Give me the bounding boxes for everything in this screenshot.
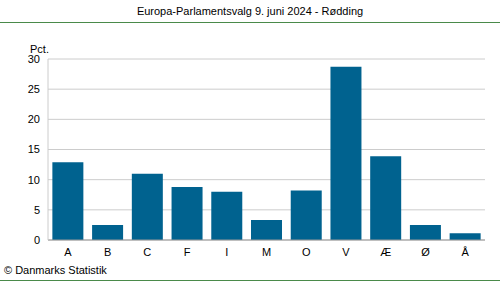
svg-text:25: 25 — [28, 83, 40, 95]
html-text:© Danmarks Statistik: © Danmarks Statistik — [4, 264, 107, 276]
svg-text:I: I — [225, 246, 228, 258]
svg-text:0: 0 — [34, 234, 40, 246]
svg-text:Ø: Ø — [421, 246, 430, 258]
svg-text:O: O — [302, 246, 311, 258]
svg-text:15: 15 — [28, 143, 40, 155]
svg-text:F: F — [184, 246, 191, 258]
svg-text:Æ: Æ — [380, 246, 391, 258]
svg-text:Å: Å — [461, 246, 469, 258]
svg-text:A: A — [64, 246, 72, 258]
svg-text:20: 20 — [28, 113, 40, 125]
svg-text:C: C — [143, 246, 151, 258]
svg-text:30: 30 — [28, 53, 40, 65]
svg-text:B: B — [104, 246, 111, 258]
html-text:Europa-Parlamentsvalg 9. juni: Europa-Parlamentsvalg 9. juni 2024 - Rød… — [136, 5, 364, 17]
svg-text:M: M — [262, 246, 271, 258]
svg-text:5: 5 — [34, 204, 40, 216]
html-text:Pct.: Pct. — [30, 43, 49, 55]
svg-text:V: V — [342, 246, 350, 258]
svg-text:10: 10 — [28, 174, 40, 186]
